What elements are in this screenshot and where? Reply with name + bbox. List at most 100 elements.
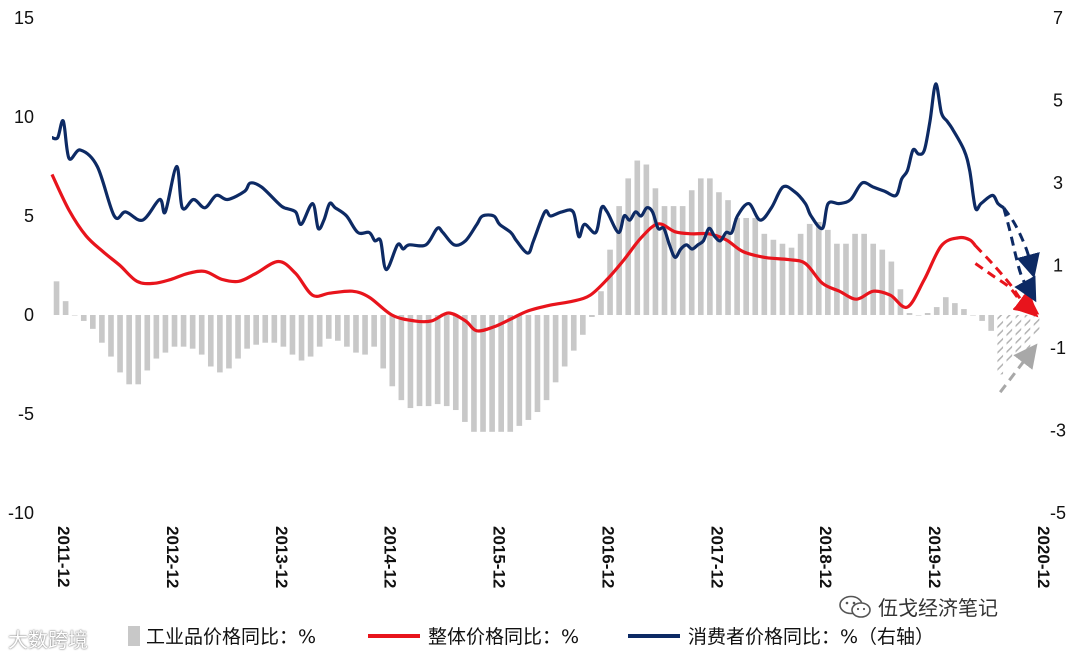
bar bbox=[861, 233, 867, 315]
bar bbox=[961, 309, 967, 315]
bar bbox=[834, 243, 840, 315]
bar bbox=[489, 315, 495, 432]
bar bbox=[988, 315, 994, 331]
bar bbox=[589, 315, 595, 317]
x-tick-label: 2012-12 bbox=[163, 526, 182, 588]
x-tick-label: 2014-12 bbox=[381, 526, 400, 588]
watermark-left: 大数跨境 bbox=[8, 628, 88, 652]
bar bbox=[616, 206, 622, 315]
legend-item-consumer: 消费者价格同比：%（右轴） bbox=[628, 622, 934, 649]
bar bbox=[443, 315, 450, 407]
bar bbox=[825, 229, 831, 315]
x-tick-label: 2018-12 bbox=[816, 526, 835, 588]
line-series bbox=[50, 82, 1005, 333]
x-tick-label: 2016-12 bbox=[598, 526, 617, 588]
bar bbox=[625, 178, 632, 315]
bar bbox=[380, 315, 387, 369]
bar bbox=[353, 315, 359, 353]
left-tick-label: -10 bbox=[8, 503, 34, 523]
bar bbox=[752, 217, 759, 315]
bar bbox=[761, 233, 768, 315]
bar bbox=[207, 315, 214, 367]
bar bbox=[570, 315, 577, 351]
bar-series bbox=[53, 160, 994, 432]
bar bbox=[117, 315, 123, 373]
legend-bar-swatch bbox=[128, 625, 140, 646]
bar bbox=[71, 315, 78, 316]
overall-projection-upper bbox=[974, 244, 1039, 318]
x-tick-label: 2015-12 bbox=[490, 526, 509, 588]
legend-line-swatch bbox=[628, 633, 680, 638]
x-tick-label: 2017-12 bbox=[707, 526, 726, 588]
bar bbox=[815, 221, 822, 315]
consumer-projection-lower bbox=[1002, 207, 1037, 303]
bar bbox=[262, 315, 269, 343]
bar bbox=[99, 315, 105, 343]
bar bbox=[344, 315, 350, 347]
bar bbox=[325, 315, 332, 339]
bar bbox=[888, 261, 895, 315]
bar bbox=[480, 315, 486, 432]
bar bbox=[607, 249, 613, 315]
x-tick-label: 2013-12 bbox=[272, 526, 291, 588]
bar bbox=[670, 206, 677, 315]
left-tick-label: 15 bbox=[14, 8, 34, 28]
bar bbox=[398, 315, 405, 401]
bar bbox=[271, 315, 278, 343]
bar bbox=[797, 233, 804, 315]
legend: 工业品价格同比：% 整体价格同比：% 消费者价格同比：%（右轴） bbox=[0, 618, 1080, 658]
bar bbox=[189, 315, 196, 349]
x-tick-label: 2019-12 bbox=[925, 526, 944, 588]
right-tick-label: -1 bbox=[1050, 338, 1066, 358]
bar bbox=[897, 289, 904, 315]
bar bbox=[407, 315, 414, 409]
bar bbox=[970, 315, 976, 316]
projected-bar bbox=[1006, 315, 1013, 363]
bar bbox=[779, 243, 786, 315]
legend-label: 消费者价格同比：%（右轴） bbox=[688, 626, 935, 648]
right-tick-label: -3 bbox=[1050, 421, 1066, 441]
bar bbox=[253, 315, 259, 345]
wechat-icon bbox=[839, 595, 871, 618]
bar bbox=[906, 313, 913, 315]
projection-arrows bbox=[974, 206, 1040, 394]
left-axis-ticks: -10 -5 0 5 10 15 bbox=[8, 8, 34, 523]
consumer-price-line bbox=[51, 82, 1005, 272]
bar bbox=[725, 200, 731, 315]
legend-label: 整体价格同比：% bbox=[428, 626, 580, 648]
bar bbox=[543, 315, 550, 401]
bar bbox=[788, 247, 795, 315]
bar bbox=[171, 315, 178, 347]
bar bbox=[552, 315, 559, 383]
bar bbox=[471, 315, 477, 432]
industrial-projection-arrow bbox=[999, 343, 1038, 394]
bar bbox=[298, 315, 305, 361]
overall-projection-lower bbox=[974, 262, 1040, 315]
bar bbox=[852, 233, 858, 315]
bar bbox=[924, 313, 931, 315]
bar bbox=[525, 315, 532, 420]
bar bbox=[180, 315, 187, 347]
bar bbox=[634, 160, 641, 315]
bar bbox=[162, 315, 169, 353]
projected-bar bbox=[997, 315, 1004, 375]
overall-price-line bbox=[50, 173, 977, 333]
bar bbox=[707, 178, 713, 315]
projected-bar bbox=[1024, 315, 1031, 349]
bar bbox=[389, 315, 396, 387]
bar bbox=[652, 188, 659, 315]
watermark-right: 伍戈经济笔记 bbox=[838, 592, 998, 621]
bar bbox=[62, 301, 69, 315]
legend-item-overall: 整体价格同比：% bbox=[368, 622, 579, 649]
bar bbox=[507, 315, 514, 432]
projected-bar bbox=[1033, 315, 1040, 335]
bar bbox=[697, 178, 704, 315]
bar bbox=[843, 243, 849, 315]
bar bbox=[942, 297, 949, 315]
bar bbox=[235, 315, 241, 359]
bar bbox=[53, 281, 60, 315]
left-tick-label: -5 bbox=[18, 404, 34, 424]
bar bbox=[153, 315, 160, 359]
bar bbox=[144, 315, 151, 371]
bar bbox=[198, 315, 205, 355]
